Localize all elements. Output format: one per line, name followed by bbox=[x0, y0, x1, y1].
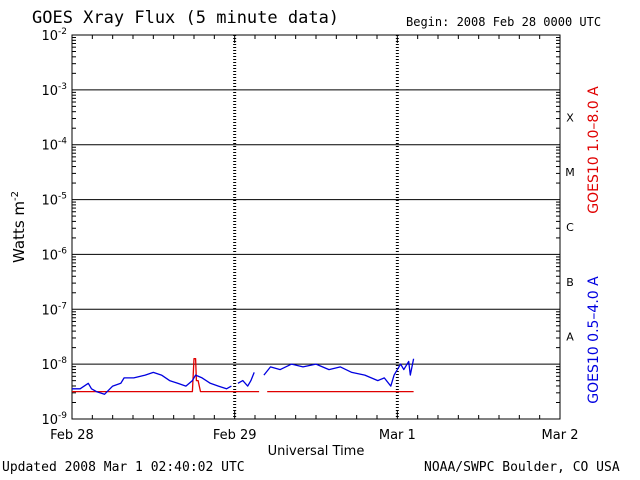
series-short-wave-line bbox=[263, 358, 415, 387]
credit-label: NOAA/SWPC Boulder, CO USA bbox=[424, 460, 620, 475]
flare-class-label: A bbox=[566, 331, 574, 344]
y-tick-label: 10-5 bbox=[41, 192, 67, 209]
y-tick-label: 10-3 bbox=[41, 82, 67, 99]
x-tick-label: Feb 29 bbox=[213, 428, 257, 443]
begin-time-label: Begin: 2008 Feb 28 0000 UTC bbox=[406, 15, 602, 29]
y-tick-label: 10-7 bbox=[41, 301, 67, 318]
flare-class-label: M bbox=[565, 166, 575, 179]
series-long-wave-line bbox=[72, 358, 260, 393]
y-tick-label: 10-8 bbox=[41, 356, 67, 373]
x-tick-label: Mar 1 bbox=[379, 428, 416, 443]
updated-timestamp: Updated 2008 Mar 1 02:40:02 UTC bbox=[2, 460, 245, 475]
flare-class-label: X bbox=[566, 111, 574, 124]
y-axis-label: Watts m-2 bbox=[10, 191, 28, 263]
y-tick-label: 10-2 bbox=[41, 27, 67, 44]
x-tick-label: Mar 2 bbox=[542, 428, 579, 443]
flare-class-label: C bbox=[566, 221, 574, 234]
x-tick-label: Feb 28 bbox=[50, 428, 94, 443]
series-legend-label: GOES10 0.5–4.0 A bbox=[586, 276, 602, 404]
series-legend-label: GOES10 1.0–8.0 A bbox=[586, 86, 602, 214]
y-tick-label: 10-6 bbox=[41, 246, 67, 263]
x-axis-label: Universal Time bbox=[268, 444, 365, 459]
chart-title: GOES Xray Flux (5 minute data) bbox=[32, 8, 340, 28]
y-tick-label: 10-9 bbox=[41, 411, 67, 428]
series-short-wave-line bbox=[237, 372, 255, 387]
y-tick-label: 10-4 bbox=[41, 137, 67, 154]
flare-class-label: B bbox=[566, 276, 574, 289]
plot-frame bbox=[71, 34, 561, 420]
series-short-wave-line bbox=[72, 371, 232, 395]
